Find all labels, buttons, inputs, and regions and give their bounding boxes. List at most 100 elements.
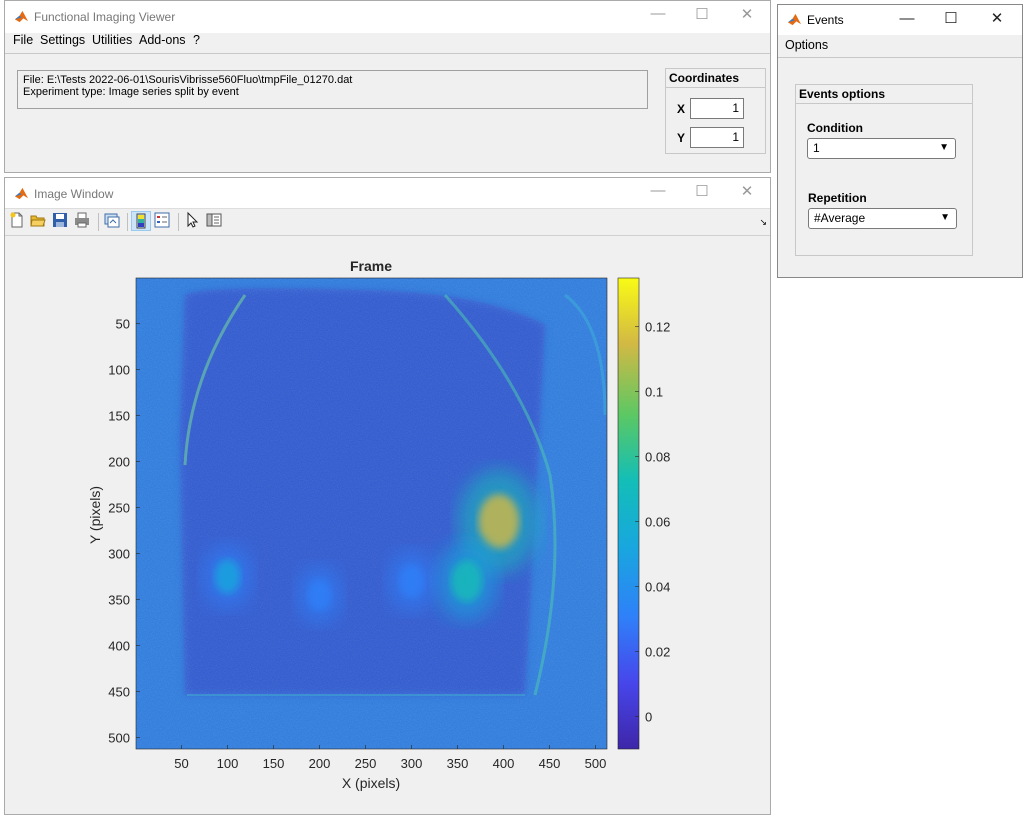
y-tick-label: 450 xyxy=(108,685,130,700)
toolbar-separator xyxy=(127,213,128,231)
file-path-text: File: E:\Tests 2022-06-01\SourisVibrisse… xyxy=(23,74,353,86)
colorbar-tick-label: 0.06 xyxy=(645,515,670,530)
y-tick-label: 250 xyxy=(108,501,130,516)
x-tick-label: 250 xyxy=(355,756,377,771)
y-tick-label: 400 xyxy=(108,639,130,654)
pointer-icon[interactable] xyxy=(183,211,203,231)
colorbar-axis: 0 0.02 0.04 0.06 0.08 0.1 0.12 xyxy=(635,320,670,725)
menu-add-ons[interactable]: Add-ons xyxy=(139,33,186,47)
hotspot-core xyxy=(214,559,241,594)
link-plot-icon[interactable] xyxy=(103,211,123,231)
hotspot-core xyxy=(307,579,332,611)
file-info-panel: File: E:\Tests 2022-06-01\SourisVibrisse… xyxy=(17,70,648,109)
colorbar-tick-label: 0.12 xyxy=(645,320,670,335)
maximize-icon[interactable]: ☐ xyxy=(944,10,958,27)
image-titlebar[interactable]: Image Window — ☐ ✕ xyxy=(5,178,770,208)
main-window: Functional Imaging Viewer — ☐ ✕ File Set… xyxy=(4,0,771,173)
x-coordinate-input[interactable]: 1 xyxy=(690,98,744,119)
x-tick-label: 350 xyxy=(447,756,469,771)
y-coordinate-input[interactable]: 1 xyxy=(690,127,744,148)
menu-utilities[interactable]: Utilities xyxy=(92,33,133,47)
experiment-type-text: Experiment type: Image series split by e… xyxy=(23,86,239,98)
menu-help[interactable]: ? xyxy=(193,33,200,47)
condition-select[interactable]: 1 ▼ xyxy=(807,138,956,159)
x-tick-label: 300 xyxy=(401,756,423,771)
close-icon[interactable]: ✕ xyxy=(740,183,754,200)
image-window: Image Window — ☐ ✕ xyxy=(4,177,771,815)
heatmap-image[interactable] xyxy=(136,278,607,749)
new-figure-icon[interactable] xyxy=(8,211,28,231)
x-tick-label: 400 xyxy=(493,756,515,771)
y-axis-label: Y (pixels) xyxy=(87,486,103,544)
events-window-title: Events xyxy=(807,13,844,27)
toolbar-expand-icon[interactable]: ↘ xyxy=(759,217,767,227)
hotspot-core xyxy=(399,564,424,598)
chart-title: Frame xyxy=(350,258,392,274)
save-icon[interactable] xyxy=(51,211,71,231)
property-inspector-icon[interactable] xyxy=(205,211,225,231)
y-tick-label: 300 xyxy=(108,547,130,562)
condition-label: Condition xyxy=(807,121,863,135)
x-tick-label: 50 xyxy=(174,756,188,771)
minimize-icon[interactable]: — xyxy=(899,10,915,27)
toolbar-separator xyxy=(98,213,99,231)
matlab-logo-icon xyxy=(787,12,802,27)
colorbar-tick-label: 0.1 xyxy=(645,385,663,400)
main-window-title: Functional Imaging Viewer xyxy=(34,10,176,24)
y-label: Y xyxy=(677,131,686,145)
matlab-logo-icon xyxy=(14,9,29,24)
repetition-label: Repetition xyxy=(808,191,867,205)
events-window: Events — ☐ ✕ Options Events options Cond… xyxy=(777,4,1023,278)
x-tick-label: 100 xyxy=(217,756,239,771)
hotspot-layer xyxy=(202,469,540,625)
frame-plot[interactable]: Frame 50 100 150 200 250 300 350 400 450 500 50 10… xyxy=(5,235,770,815)
colorbar-tick-label: 0.02 xyxy=(645,645,670,660)
minimize-icon[interactable]: — xyxy=(650,182,666,199)
x-axis: 50 100 150 200 250 300 350 400 450 500 xyxy=(174,745,606,771)
close-icon[interactable]: ✕ xyxy=(990,10,1004,27)
menu-options[interactable]: Options xyxy=(785,38,829,52)
matlab-logo-icon xyxy=(14,186,29,201)
close-icon[interactable]: ✕ xyxy=(740,6,754,23)
main-titlebar[interactable]: Functional Imaging Viewer — ☐ ✕ xyxy=(5,1,770,33)
y-tick-label: 500 xyxy=(108,731,130,746)
y-tick-label: 150 xyxy=(108,409,130,424)
colorbar-icon[interactable] xyxy=(131,211,151,231)
colorbar-tick-label: 0.04 xyxy=(645,580,670,595)
x-tick-label: 150 xyxy=(263,756,285,771)
toolbar-separator xyxy=(178,213,179,231)
y-tick-label: 100 xyxy=(108,363,130,378)
y-tick-label: 50 xyxy=(116,317,130,332)
hotspot-core xyxy=(478,494,520,549)
y-tick-label: 350 xyxy=(108,593,130,608)
image-window-title: Image Window xyxy=(34,187,114,201)
y-tick-label: 200 xyxy=(108,455,130,470)
maximize-icon[interactable]: ☐ xyxy=(695,6,709,23)
image-toolbar: ↘ xyxy=(5,208,770,236)
chevron-down-icon: ▼ xyxy=(939,142,949,153)
maximize-icon[interactable]: ☐ xyxy=(695,183,709,200)
x-tick-label: 450 xyxy=(539,756,561,771)
x-axis-label: X (pixels) xyxy=(342,775,400,791)
menu-file[interactable]: File xyxy=(13,33,34,47)
main-menubar: File Settings Utilities Add-ons ? xyxy=(5,33,770,53)
coordinates-title-line xyxy=(666,87,765,88)
menu-settings[interactable]: Settings xyxy=(40,33,86,47)
y-axis: 50 100 150 200 250 300 350 400 450 500 xyxy=(108,317,140,746)
events-titlebar[interactable]: Events — ☐ ✕ xyxy=(778,5,1022,35)
x-tick-label: 500 xyxy=(585,756,607,771)
open-file-icon[interactable] xyxy=(29,211,49,231)
repetition-select-value: #Average xyxy=(814,211,866,225)
events-options-title-line xyxy=(796,103,972,104)
axes-box xyxy=(135,277,608,750)
x-tick-label: 200 xyxy=(309,756,331,771)
colorbar[interactable] xyxy=(617,277,640,750)
condition-select-value: 1 xyxy=(813,141,820,155)
minimize-icon[interactable]: — xyxy=(650,5,666,22)
repetition-select[interactable]: #Average ▼ xyxy=(808,208,957,229)
coordinates-title: Coordinates xyxy=(669,71,740,85)
legend-icon[interactable] xyxy=(153,211,173,231)
x-label: X xyxy=(677,102,686,116)
colorbar-tick-label: 0.08 xyxy=(645,450,670,465)
print-icon[interactable] xyxy=(73,211,93,231)
